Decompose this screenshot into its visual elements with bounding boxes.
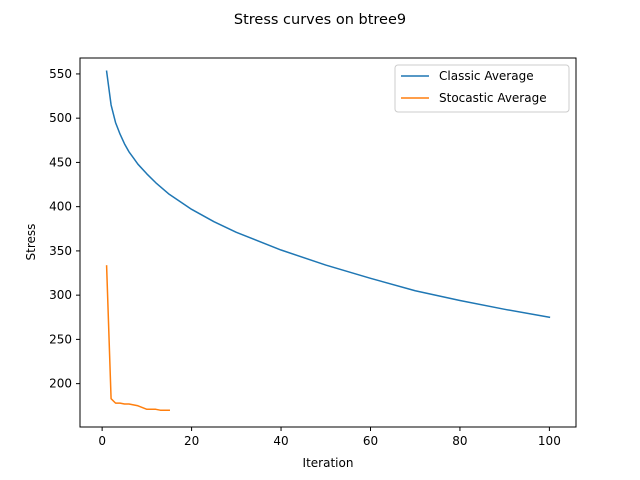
x-axis: 0 20 40 60 80 100 xyxy=(98,427,561,448)
y-tick-label: 300 xyxy=(49,288,72,302)
y-tick-label: 500 xyxy=(49,111,72,125)
plot-frame xyxy=(79,57,577,428)
series-lines xyxy=(105,70,551,411)
series-line-classic-average xyxy=(105,70,551,319)
legend-label-classic: Classic Average xyxy=(439,69,534,83)
x-tick-label: 60 xyxy=(363,434,378,448)
legend-box xyxy=(394,64,570,113)
y-tick-label: 400 xyxy=(49,200,72,214)
y-axis: 200 250 300 350 400 450 500 550 xyxy=(49,67,80,391)
x-tick-label: 20 xyxy=(184,434,199,448)
x-tick-label: 0 xyxy=(98,434,106,448)
legend: Classic Average Stocastic Average xyxy=(394,64,570,113)
x-tick-label: 100 xyxy=(538,434,561,448)
y-tick-label: 200 xyxy=(49,377,72,391)
series-line-stocastic-average xyxy=(105,265,170,411)
x-tick-label: 80 xyxy=(452,434,467,448)
y-axis-label: Stress xyxy=(24,224,38,261)
x-tick-label: 40 xyxy=(273,434,288,448)
legend-label-stocastic: Stocastic Average xyxy=(439,91,547,105)
y-tick-label: 550 xyxy=(49,67,72,81)
chart-title: Stress curves on btree9 xyxy=(234,12,406,28)
y-tick-label: 350 xyxy=(49,244,72,258)
x-axis-label: Iteration xyxy=(303,456,354,470)
y-tick-label: 250 xyxy=(49,332,72,346)
y-tick-label: 450 xyxy=(49,155,72,169)
